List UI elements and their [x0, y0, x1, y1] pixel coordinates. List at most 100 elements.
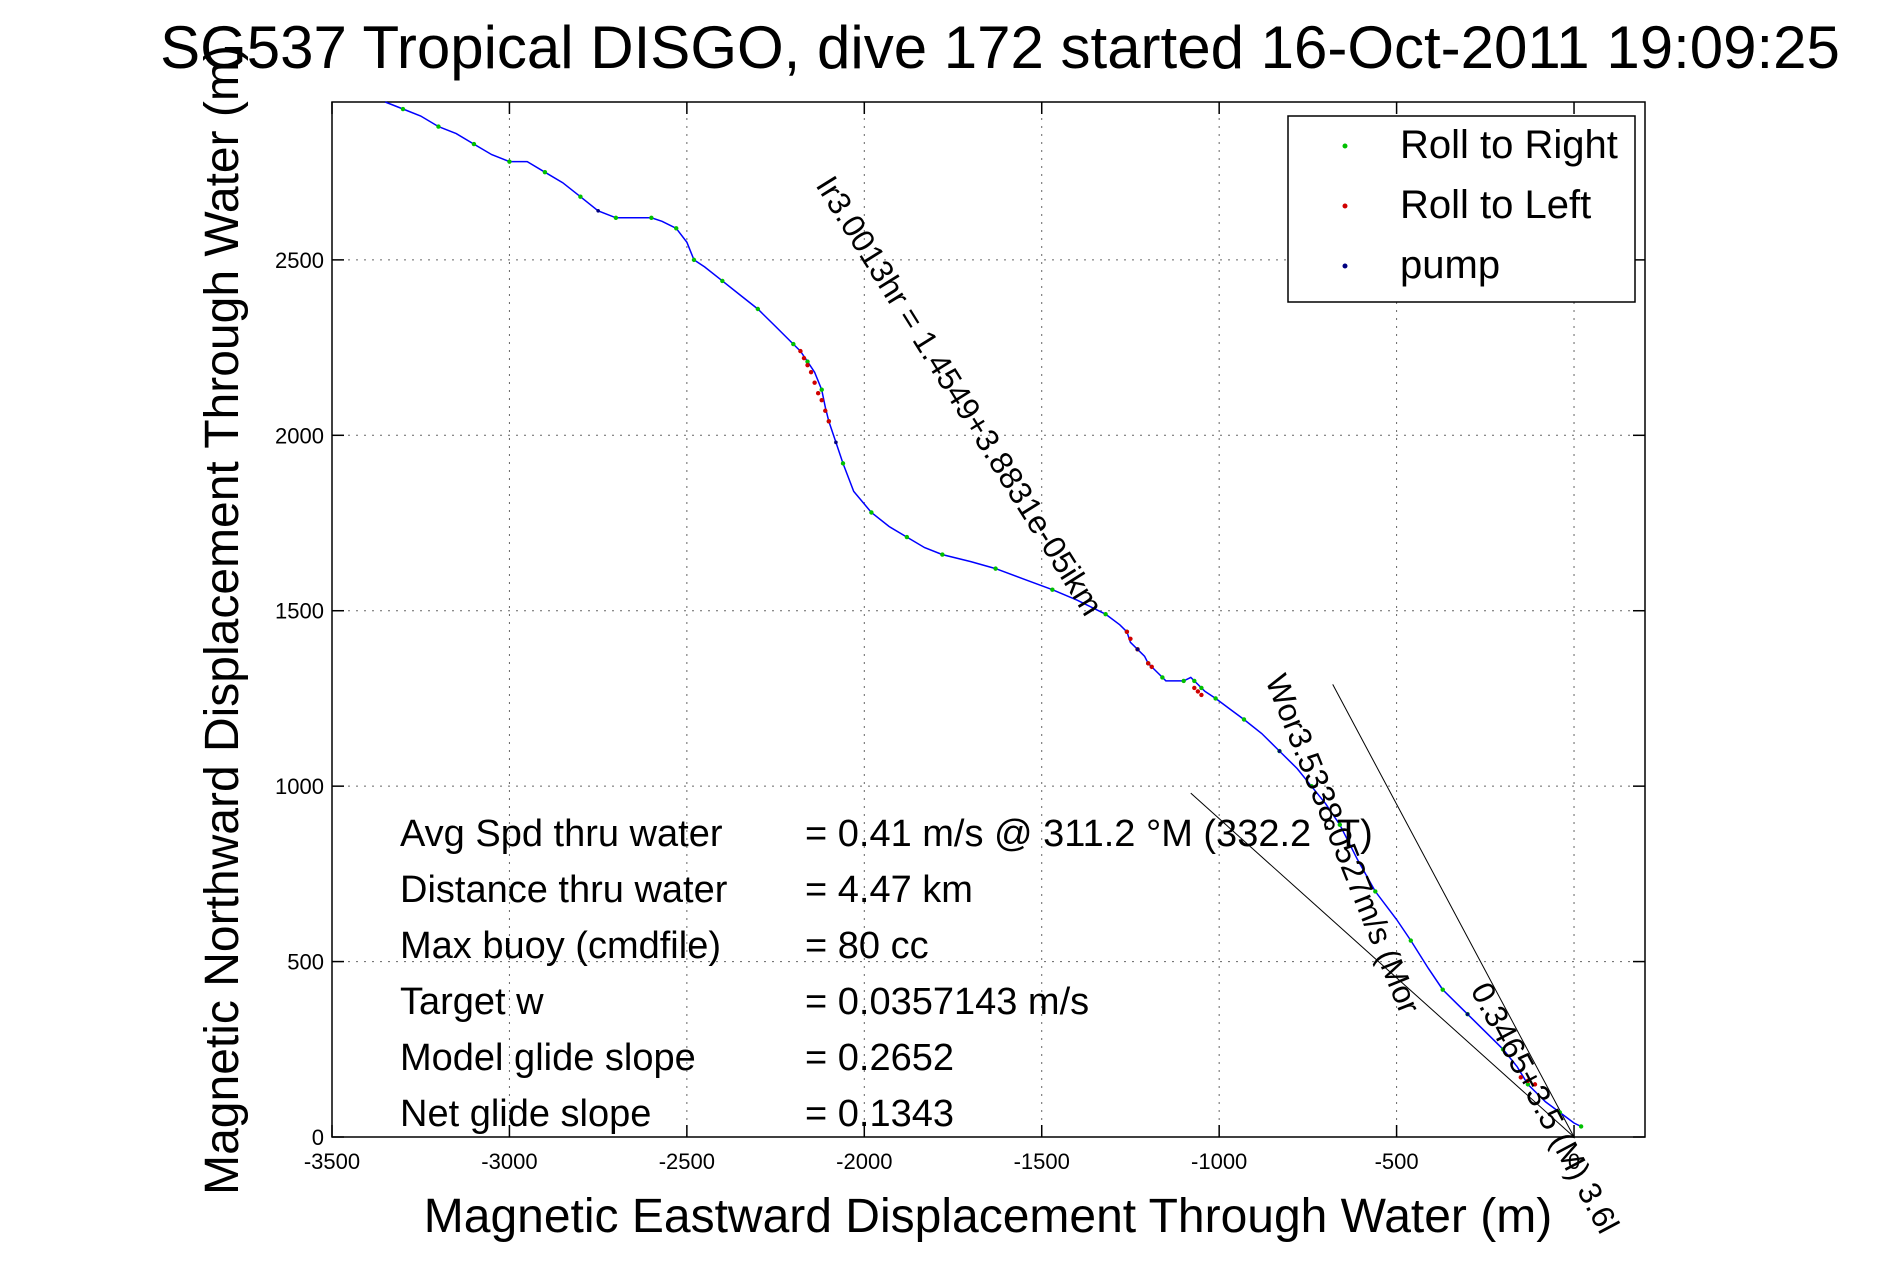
legend-label-2: pump: [1400, 243, 1500, 287]
roll-right-point-76: [542, 169, 548, 175]
chart-title: SG537 Tropical DISGO, dive 172 started 1…: [160, 14, 1840, 81]
axes-box: [331, 101, 1646, 1138]
roll-right-point-62: [755, 306, 761, 312]
legend-label-0: Roll to Right: [1400, 123, 1618, 167]
stat-value-1: = 4.47 km: [805, 869, 973, 911]
y-tick-label-2: 1000: [275, 774, 324, 799]
y-tick-label-5: 2500: [275, 248, 324, 273]
roll-right-point-32: [1160, 675, 1165, 680]
roll-left-point-14: [1192, 685, 1197, 691]
roll-right-point-84: [400, 106, 406, 112]
y-tick-label-1: 500: [287, 950, 324, 975]
x-tick-label-5: -1000: [1191, 1149, 1247, 1174]
y-tick-label-4: 2000: [275, 423, 324, 448]
legend-marker-1: [1342, 203, 1348, 209]
stat-label-0: Avg Spd thru water: [400, 813, 723, 855]
pump-point-36: [1135, 647, 1140, 652]
roll-left-point-16: [1199, 692, 1204, 698]
guide-line-0: [1332, 684, 1575, 1138]
roll-right-point-80: [471, 141, 477, 147]
pump-point-20: [1277, 749, 1282, 753]
stat-label-5: Net glide slope: [400, 1093, 651, 1135]
roll-right-point-72: [613, 215, 619, 220]
legend: Roll to Right Roll to Left pump: [1287, 115, 1636, 303]
roll-right-point-64: [720, 278, 725, 284]
stat-value-3: = 0.0357143 m/s: [805, 981, 1089, 1023]
roll-right-point-14: [1373, 889, 1378, 894]
stat-value-2: = 80 cc: [805, 925, 929, 967]
roll-right-point-58: [805, 359, 810, 364]
track-line: [384, 101, 1582, 1128]
stat-label-4: Model glide slope: [400, 1037, 696, 1079]
y-tick-label-0: 0: [312, 1125, 324, 1150]
legend-items: Roll to Right Roll to Left pump: [1342, 123, 1618, 287]
roll-right-point-44: [993, 566, 998, 571]
roll-left-point-18: [1525, 1078, 1531, 1084]
roll-right-point-70: [649, 215, 654, 220]
x-tick-label-7: 0: [1568, 1149, 1580, 1174]
roll-left-point-1: [801, 355, 807, 361]
roll-left-point-5: [815, 391, 821, 396]
stat-value-0: = 0.41 m/s @ 311.2 °M (332.2 °T): [805, 813, 1373, 855]
guide-lines: [1190, 684, 1575, 1138]
roll-right-point-66: [691, 257, 697, 263]
pump-point-73: [596, 208, 600, 213]
plot-area: -3500 -3000 -2500 -2000 -1500 -1000 -500 0 0 500 1…: [275, 101, 1646, 1174]
roll-left-point-17: [1518, 1075, 1523, 1080]
x-tick-label-1: -3000: [481, 1149, 537, 1174]
roll-right-point-78: [507, 159, 512, 164]
roll-left-point-9: [1124, 629, 1130, 634]
roll-right-point-4: [1525, 1082, 1531, 1087]
roll-right-point-68: [674, 226, 679, 231]
roll-right-point-2: [1557, 1110, 1563, 1115]
x-tick-label-0: -3500: [304, 1149, 360, 1174]
roll-right-point-46: [940, 552, 945, 557]
roll-left-point-12: [1145, 661, 1151, 666]
roll-right-point-24: [1213, 696, 1218, 701]
stat-value-4: = 0.2652: [805, 1037, 954, 1079]
roll-right-point-42: [1050, 587, 1055, 592]
roll-right-point-26: [1199, 685, 1204, 691]
roll-left-point-7: [823, 408, 828, 413]
x-tick-label-2: -2500: [659, 1149, 715, 1174]
pump-point-8: [1465, 1012, 1470, 1017]
roll-right-point-56: [819, 387, 824, 392]
x-tick-label-3: -2000: [836, 1149, 892, 1174]
ticks-layer: -3500 -3000 -2500 -2000 -1500 -1000 -500 0 0 500 1…: [275, 102, 1645, 1174]
roll-right-point-6: [1500, 1047, 1506, 1052]
roll-right-point-10: [1440, 987, 1445, 992]
roll-left-point-13: [1149, 664, 1154, 670]
roll-left-point-10: [1128, 636, 1133, 641]
roll-right-point-0: [1578, 1124, 1584, 1129]
roll-right-point-48: [904, 534, 910, 540]
stat-label-2: Max buoy (cmdfile): [400, 925, 721, 967]
guide-line-1: [1190, 792, 1575, 1138]
stat-label-1: Distance thru water: [400, 869, 728, 911]
roll-left-point-4: [812, 380, 817, 385]
roll-right-point-82: [436, 124, 441, 129]
roll-left-point-8: [826, 419, 832, 424]
stats-block: Avg Spd thru water = 0.41 m/s @ 311.2 °M …: [400, 813, 1373, 1135]
roll-right-point-18: [1309, 783, 1314, 789]
roll-right-point-28: [1192, 678, 1197, 684]
roll-right-point-22: [1241, 717, 1247, 722]
stat-value-5: = 0.1343: [805, 1093, 954, 1135]
roll-left-point-19: [1532, 1082, 1538, 1087]
roll-left-point-0: [798, 348, 803, 354]
roll-right-point-12: [1408, 938, 1413, 943]
pump-point-53: [834, 440, 838, 445]
series-layer: [384, 101, 1584, 1129]
x-tick-label-6: -500: [1375, 1149, 1419, 1174]
stat-label-3: Target w: [400, 981, 544, 1023]
roll-right-point-52: [840, 461, 846, 466]
roll-right-point-74: [578, 194, 583, 199]
roll-left-point-2: [805, 362, 810, 368]
roll-left-point-6: [819, 398, 824, 403]
roll-right-point-30: [1181, 678, 1186, 684]
legend-marker-2: [1342, 263, 1348, 269]
y-axis-label: Magnetic Northward Displacement Through …: [196, 45, 249, 1195]
roll-right-point-60: [791, 341, 796, 347]
roll-right-point-16: [1337, 822, 1343, 827]
roll-left-point-15: [1195, 689, 1201, 694]
